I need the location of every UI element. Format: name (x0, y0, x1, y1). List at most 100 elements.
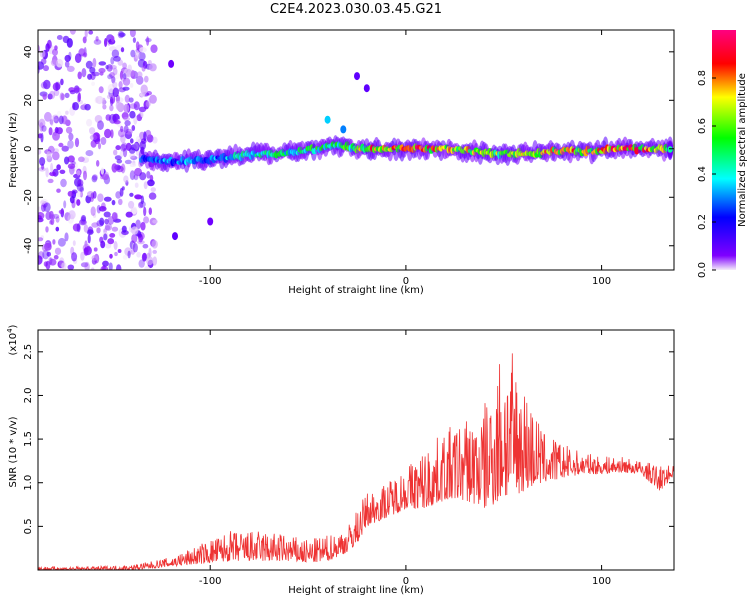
noise-speckle (101, 173, 109, 181)
noise-speckle (119, 150, 124, 158)
noise-speckle (38, 255, 43, 265)
noise-speckle (52, 151, 60, 161)
noise-speckle (72, 102, 79, 111)
noise-speckle (146, 171, 151, 179)
noise-speckle (110, 35, 115, 43)
noise-speckle (144, 75, 149, 83)
noise-speckle (114, 251, 118, 257)
noise-speckle (79, 48, 86, 55)
noise-speckle (47, 93, 53, 100)
noise-speckle (67, 264, 75, 270)
noise-speckle (76, 93, 80, 103)
spectrogram-ticks: -100 0 100 -40 -20 0 20 40 (23, 30, 674, 287)
colorbar-tick-label: 0.6 (697, 118, 708, 134)
noise-speckle (40, 203, 46, 212)
y-tick-label: 20 (23, 94, 34, 107)
noise-speckle (74, 87, 82, 93)
noise-speckle (90, 206, 96, 216)
noise-speckle (77, 92, 81, 102)
noise-speckle (149, 94, 157, 104)
noise-speckle (76, 199, 81, 206)
noise-speckle (96, 160, 100, 167)
y-tick-label: 0 (23, 146, 34, 152)
x-tick-label: 100 (592, 576, 611, 587)
noise-speckle (83, 52, 88, 58)
noise-speckle (92, 57, 97, 68)
noise-speckle (129, 110, 136, 119)
spectrogram-panel: -100 0 100 -40 -20 0 20 40 Height of straight l… (8, 29, 675, 296)
noise-speckle (148, 192, 157, 200)
noise-speckle (89, 67, 96, 74)
noise-speckle (66, 38, 73, 48)
noise-speckle (68, 51, 72, 60)
noise-speckle (104, 128, 112, 139)
noise-speckle (152, 256, 158, 266)
noise-speckle (67, 213, 75, 224)
noise-speckle (120, 144, 127, 152)
noise-speckle (98, 206, 107, 212)
side-feature (168, 59, 175, 68)
noise-speckle (84, 240, 88, 248)
noise-speckle (141, 65, 146, 72)
y-tick-label: -40 (23, 238, 34, 254)
snr-panel: -100 0 100 0.5 1.0 1.5 2.0 2.5 Height of straig… (6, 324, 675, 596)
noise-speckle (40, 235, 45, 240)
noise-speckle (104, 223, 112, 231)
noise-speckle (117, 249, 122, 253)
noise-speckle (104, 38, 108, 47)
noise-speckle (76, 183, 84, 192)
snr-xlabel: Height of straight line (km) (288, 585, 424, 596)
noise-speckle (138, 259, 145, 268)
noise-speckle (111, 212, 118, 221)
noise-speckle (38, 118, 46, 128)
noise-speckle (138, 106, 147, 113)
spectrogram-xlabel: Height of straight line (km) (288, 285, 424, 296)
y-tick-label: 1.0 (23, 475, 34, 491)
noise-speckle (143, 206, 147, 217)
noise-speckle (122, 148, 128, 158)
noise-speckle (140, 84, 148, 95)
noise-speckle (112, 67, 118, 76)
noise-speckle (139, 47, 147, 53)
y-tick-label: 0.5 (23, 518, 34, 534)
noise-speckle (132, 37, 136, 43)
noise-speckle (109, 72, 115, 78)
noise-speckle (91, 81, 95, 87)
noise-speckle (98, 61, 107, 66)
noise-speckle (127, 250, 131, 259)
noise-speckle (100, 240, 106, 249)
noise-speckle (140, 112, 144, 118)
noise-speckle (133, 101, 140, 111)
y-tick-label: 2.0 (23, 388, 34, 404)
noise-speckle (41, 125, 47, 132)
noise-speckle (110, 129, 114, 139)
noise-speckle (143, 100, 150, 110)
colorbar: 0.0 0.2 0.4 0.6 0.8 Normalized spectral ampl… (697, 30, 748, 278)
snr-multiplier: (x104) (6, 324, 19, 355)
noise-speckle (123, 68, 130, 78)
noise-speckle (130, 155, 138, 160)
noise-speckle (108, 113, 117, 124)
noise-speckle (145, 129, 152, 138)
noise-speckle (53, 254, 59, 260)
noise-speckle (111, 199, 116, 206)
noise-speckle (79, 187, 84, 192)
noise-speckle (49, 210, 54, 219)
noise-speckle (111, 163, 118, 173)
noise-speckle (149, 63, 157, 72)
noise-speckle (88, 30, 94, 35)
noise-speckle (55, 81, 59, 92)
noise-speckle (84, 261, 90, 270)
noise-speckle (109, 233, 116, 238)
noise-speckle (146, 256, 154, 266)
noise-speckle (112, 81, 118, 89)
x-tick-label: 0 (403, 276, 409, 287)
noise-speckle (76, 191, 82, 198)
noise-speckle (71, 252, 78, 262)
noise-speckle (84, 103, 91, 111)
noise-speckle (105, 65, 109, 70)
noise-speckle (129, 192, 134, 197)
noise-speckle (122, 62, 127, 70)
noise-speckle (56, 188, 61, 193)
noise-speckle (143, 216, 150, 224)
